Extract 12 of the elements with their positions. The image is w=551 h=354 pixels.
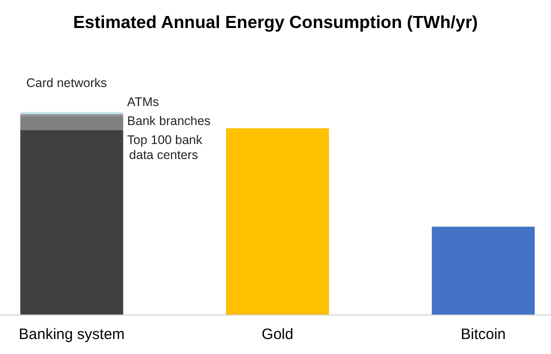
bar — [226, 128, 329, 315]
series-label: ATMs — [127, 95, 159, 110]
chart-title: Estimated Annual Energy Consumption (TWh/yr) — [73, 12, 478, 32]
series-label: Top 100 bank data centers — [127, 133, 203, 162]
bar — [432, 226, 535, 315]
bar — [20, 130, 124, 315]
x-tick-label: Banking system — [18, 326, 125, 343]
bar — [20, 116, 124, 130]
series-label: Bank branches — [127, 114, 211, 128]
x-tick-label: Bitcoin — [460, 326, 506, 343]
series-label: Card networks — [26, 76, 107, 90]
x-tick-label: Gold — [262, 326, 294, 343]
